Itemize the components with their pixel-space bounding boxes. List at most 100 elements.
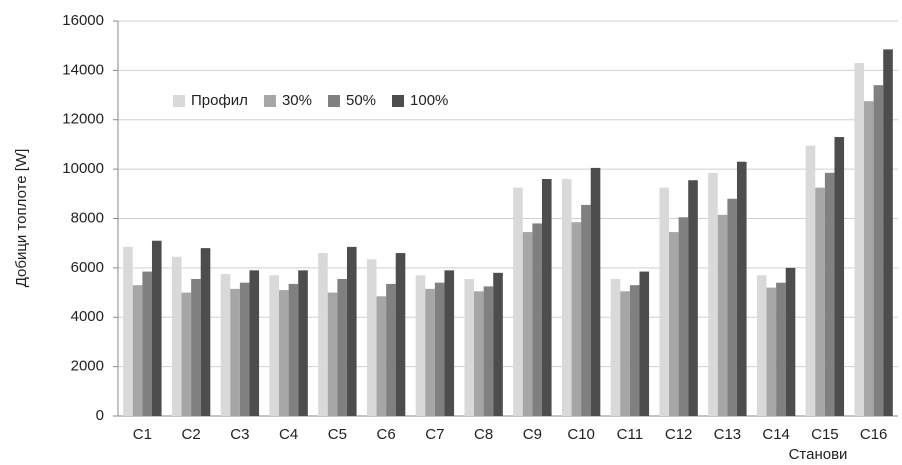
bar [854,62,865,416]
bar [785,267,796,416]
y-tick-label: 0 [96,407,104,424]
bar [434,282,445,416]
bar [366,259,377,416]
y-axis-title: Добици топлоте [W] [13,149,30,288]
bar [464,278,475,416]
x-tick-label: C10 [567,426,595,443]
legend-label: 30% [282,92,312,109]
legend-swatch [327,95,340,107]
bar [522,232,533,416]
bar [629,285,640,416]
y-tick-label: 12000 [62,111,104,128]
bar [756,275,767,416]
bar [561,179,572,416]
x-tick-label: C5 [328,426,347,443]
bar [873,85,884,416]
y-tick-label: 8000 [71,209,104,226]
bar [269,275,280,416]
bar [883,49,893,416]
bar [327,292,338,416]
y-tick-label: 4000 [71,308,104,325]
bar [298,270,308,416]
y-tick-label: 14000 [62,61,104,78]
y-tick-label: 6000 [71,259,104,276]
bar [581,204,591,416]
x-tick-label: C7 [425,426,444,443]
bar [620,291,630,416]
bar [123,246,133,416]
bar [688,180,698,416]
x-tick-label: C15 [811,426,839,443]
bar [318,253,328,416]
bar [191,278,201,416]
y-tick-label: 2000 [71,358,104,375]
legend-label: 50% [346,92,376,109]
x-tick-label: C14 [762,426,790,443]
bar [230,288,240,416]
x-tick-label: C11 [617,426,643,443]
bar [415,275,426,416]
legend-label: Профил [191,92,248,109]
bar [386,283,396,416]
bar [493,272,503,416]
bar [425,288,435,416]
bar [736,161,747,416]
bar [532,223,542,416]
x-tick-label: C4 [279,426,298,443]
bar [805,145,816,416]
bar [142,271,152,416]
bar [132,285,143,416]
x-tick-label: C6 [377,426,396,443]
bar [864,101,874,416]
bar [239,282,250,416]
bar [659,187,670,416]
bar [590,167,601,416]
x-tick-label: C16 [860,426,888,443]
y-tick-label: 16000 [62,12,104,29]
bar [337,278,347,416]
bar [610,278,621,416]
bar [220,274,231,416]
bar [474,291,484,416]
legend-label: 100% [410,92,448,109]
x-tick-label: C3 [230,426,249,443]
bar [639,271,650,416]
bar [181,292,192,416]
legend-swatch [173,95,185,107]
x-tick-label: C2 [182,426,201,443]
bar [444,270,455,416]
bar [151,240,162,416]
bar [717,214,728,416]
bar [200,248,211,416]
bar [249,270,260,416]
bar [279,290,289,416]
bar [824,172,835,416]
x-tick-label: C12 [665,426,693,443]
y-tick-label: 10000 [62,160,104,177]
x-tick-label: C1 [133,426,152,443]
bar [541,179,552,416]
bar [513,187,523,416]
bar [171,256,182,416]
bar [376,296,387,416]
bar [346,246,357,416]
x-tick-label: C8 [474,426,493,443]
bar [834,137,845,416]
bar [483,286,494,416]
bar [766,287,777,416]
bar [571,222,582,416]
bar [288,283,299,416]
bar [776,282,786,416]
bar [669,232,679,416]
legend-swatch [263,95,276,107]
x-axis-title: Станови [789,446,848,463]
legend-swatch [392,95,405,107]
x-tick-label: C13 [714,426,742,443]
bar [678,217,689,416]
x-tick-label: C9 [523,426,542,443]
bar [708,172,718,416]
bar [727,198,737,416]
bar [815,187,825,416]
bar [395,253,406,416]
